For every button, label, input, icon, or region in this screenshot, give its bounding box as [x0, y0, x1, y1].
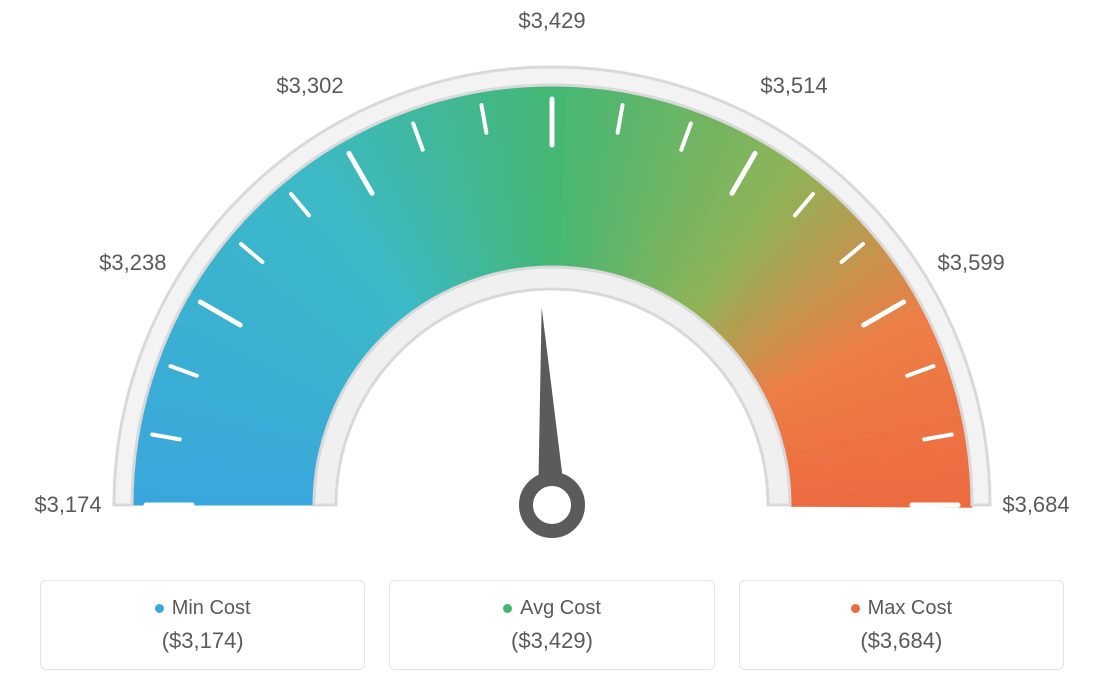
gauge-tick-label: $3,599	[938, 250, 1005, 276]
min-label: Min Cost	[172, 597, 251, 620]
avg-dot-icon	[503, 604, 512, 613]
gauge-tick-label: $3,429	[518, 8, 585, 34]
avg-label: Avg Cost	[520, 597, 601, 620]
gauge-tick-label: $3,684	[1002, 492, 1069, 518]
avg-value: ($3,429)	[511, 628, 593, 654]
gauge-svg	[0, 0, 1104, 560]
avg-cost-label-line: Avg Cost	[503, 597, 601, 620]
max-dot-icon	[851, 604, 860, 613]
gauge-tick-label: $3,174	[34, 492, 101, 518]
min-dot-icon	[155, 604, 164, 613]
min-value: ($3,174)	[162, 628, 244, 654]
gauge-tick-label: $3,238	[99, 250, 166, 276]
min-cost-card: Min Cost ($3,174)	[40, 580, 365, 670]
max-label: Max Cost	[868, 597, 952, 620]
max-cost-card: Max Cost ($3,684)	[739, 580, 1064, 670]
legend-row: Min Cost ($3,174) Avg Cost ($3,429) Max …	[0, 570, 1104, 690]
gauge-tick-label: $3,514	[760, 73, 827, 99]
avg-cost-card: Avg Cost ($3,429)	[389, 580, 714, 670]
min-cost-label-line: Min Cost	[155, 597, 251, 620]
max-value: ($3,684)	[860, 628, 942, 654]
max-cost-label-line: Max Cost	[851, 597, 952, 620]
gauge-tick-label: $3,302	[276, 73, 343, 99]
gauge-chart: $3,174 $3,238 $3,302 $3,429 $3,514 $3,599 $3,6…	[0, 0, 1104, 560]
